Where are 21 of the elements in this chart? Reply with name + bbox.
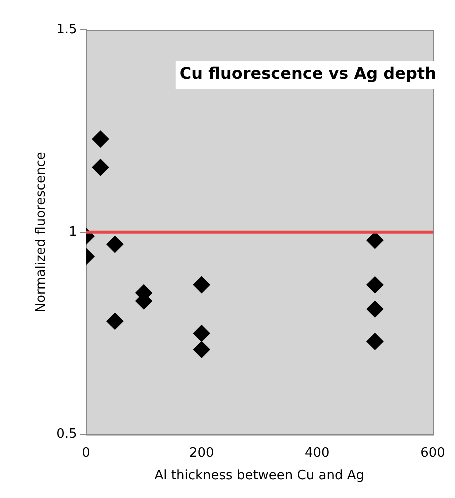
x-tick-label: 0 [82, 446, 90, 461]
point [366, 232, 384, 249]
y-axis-title: Normalized fluorescence [34, 152, 50, 313]
x-tick-label: 600 [420, 446, 446, 461]
point [92, 130, 110, 148]
text: Cu fluorescence vs Ag depth [180, 64, 436, 84]
x-tick-label: 400 [305, 446, 330, 461]
x-tick-label: 200 [189, 446, 214, 461]
point [92, 159, 110, 176]
point [193, 325, 210, 342]
point [193, 276, 210, 294]
x-axis-title: Al thickness between Cu and Ag [154, 468, 364, 484]
point [106, 312, 124, 330]
y-tick-label: 1.5 [56, 22, 78, 38]
point [366, 276, 384, 294]
point [366, 300, 384, 318]
y-tick-label: 0.5 [56, 427, 78, 442]
y-tick-label: 1 [68, 224, 78, 240]
point [106, 236, 124, 254]
point [193, 341, 210, 358]
point [366, 333, 384, 350]
